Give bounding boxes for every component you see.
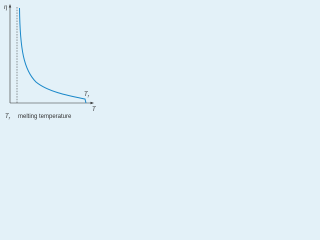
- x-axis-label: T: [92, 107, 97, 113]
- curve-label-subscript: f: [88, 94, 90, 99]
- x-axis-arrow: [90, 101, 94, 105]
- viscosity-curve: [19, 7, 87, 104]
- legend-subscript: f: [9, 116, 11, 121]
- curve-label-symbol: T: [84, 92, 89, 98]
- y-axis-arrow: [8, 4, 12, 8]
- diagram: η T Tf Tf melting temperature: [0, 0, 100, 124]
- legend-text: melting temperature: [18, 114, 72, 120]
- curve-label: Tf: [84, 92, 90, 99]
- legend-symbol: Tf: [5, 114, 11, 121]
- y-axis-label: η: [4, 5, 8, 11]
- legend-symbol-letter: T: [5, 114, 10, 120]
- background: [0, 0, 100, 124]
